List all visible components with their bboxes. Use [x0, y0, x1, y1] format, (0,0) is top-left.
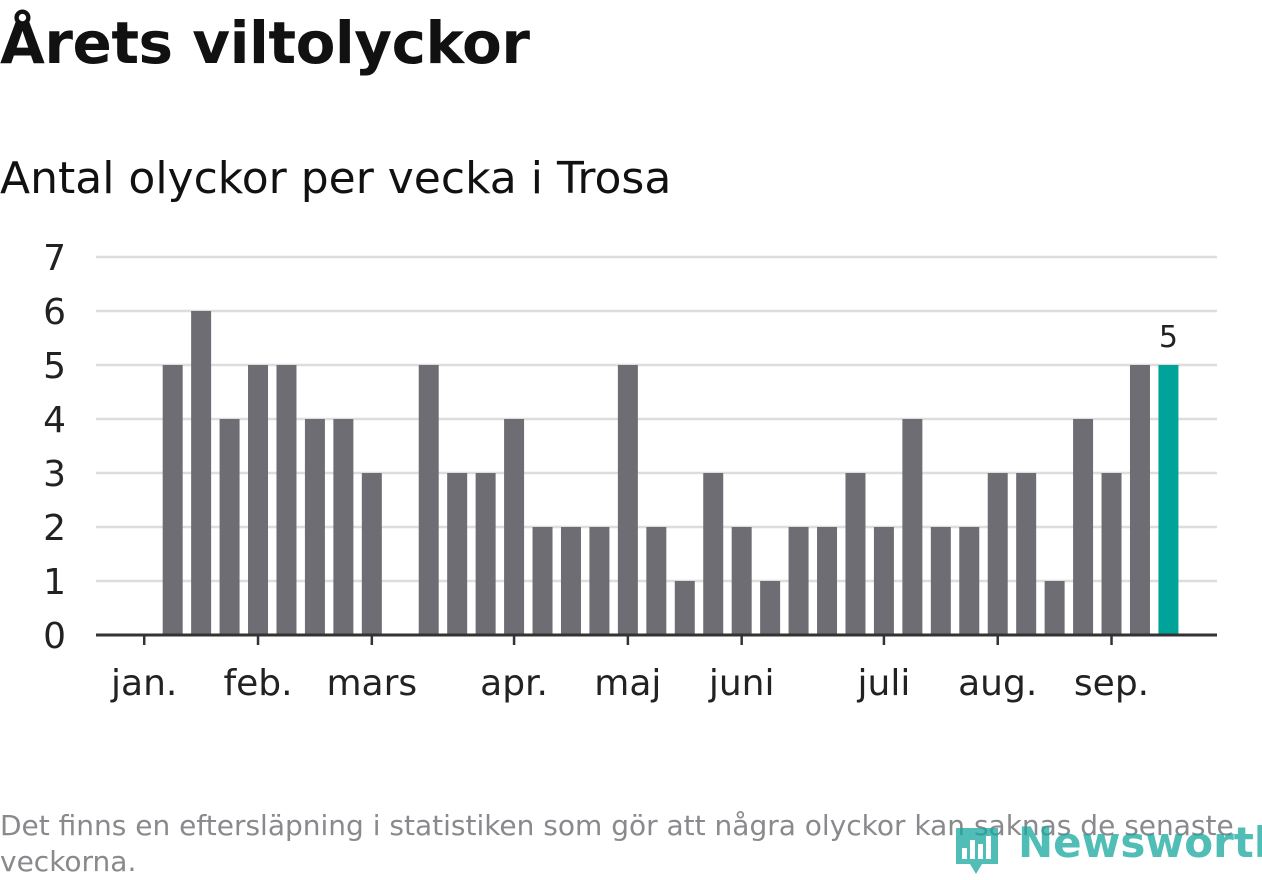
- bar: [1044, 581, 1065, 635]
- bar: [902, 419, 923, 635]
- bar: [845, 473, 866, 635]
- bar: [788, 527, 809, 635]
- x-tick-label: juni: [708, 663, 775, 704]
- chart-subtitle: Antal olyckor per vecka i Trosa: [0, 153, 672, 204]
- bar: [646, 527, 667, 635]
- bar: [1073, 419, 1094, 635]
- bar: [817, 527, 838, 635]
- bar: [617, 365, 638, 635]
- bar: [361, 473, 382, 635]
- bar: [532, 527, 553, 635]
- newsworthy-logo-icon: [956, 828, 998, 874]
- bar: [930, 527, 951, 635]
- bar: [162, 365, 183, 635]
- y-tick-label: 1: [43, 562, 66, 603]
- bar: [219, 419, 240, 635]
- x-tick-label: sep.: [1074, 663, 1149, 704]
- y-tick-label: 0: [43, 616, 66, 657]
- x-tick-label: jan.: [110, 663, 177, 704]
- newsworthy-logo-text: Newsworthy: [1018, 818, 1262, 867]
- bar: [418, 365, 439, 635]
- bar-chart: 0 1 2 3 4 5 6 7 5 jan. feb. mars apr. maj juni juli aug.…: [43, 238, 1217, 704]
- y-tick-label: 3: [43, 454, 66, 495]
- bar: [703, 473, 724, 635]
- bar: [504, 419, 525, 635]
- bar: [1101, 473, 1122, 635]
- y-tick-label: 6: [43, 292, 66, 333]
- y-tick-label: 4: [43, 400, 66, 441]
- x-tick-label: apr.: [480, 663, 548, 704]
- bar: [1129, 365, 1150, 635]
- y-tick-label: 7: [43, 238, 66, 279]
- footnote: Det finns en eftersläpning i statistiken…: [0, 809, 1234, 878]
- bar: [959, 527, 980, 635]
- bar: [873, 527, 894, 635]
- x-tick-label: aug.: [958, 663, 1037, 704]
- bar: [560, 527, 581, 635]
- bar-highlight: [1158, 365, 1179, 635]
- bar: [248, 365, 269, 635]
- x-tick-label: mars: [326, 663, 417, 704]
- newsworthy-logo: Newsworthy: [952, 818, 1262, 878]
- bar: [276, 365, 297, 635]
- bar: [674, 581, 695, 635]
- bar: [987, 473, 1008, 635]
- bar: [1016, 473, 1037, 635]
- x-tick-label: juli: [857, 663, 911, 704]
- bar: [304, 419, 325, 635]
- y-tick-label: 5: [43, 346, 66, 387]
- bar: [191, 311, 212, 635]
- bar: [731, 527, 752, 635]
- x-tick-label: maj: [594, 663, 661, 704]
- chart-title: Årets viltolyckor: [0, 9, 530, 77]
- bar: [333, 419, 354, 635]
- bar: [589, 527, 610, 635]
- x-tick-label: feb.: [223, 663, 292, 704]
- bar: [475, 473, 496, 635]
- bar: [447, 473, 468, 635]
- bar: [760, 581, 781, 635]
- y-tick-label: 2: [43, 508, 66, 549]
- data-label: 5: [1159, 320, 1178, 355]
